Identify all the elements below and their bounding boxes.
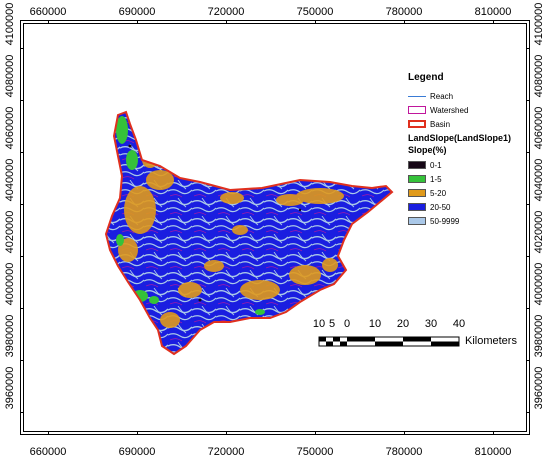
x-tick-label-bottom: 750000	[296, 446, 334, 458]
legend-item-label: Watershed	[430, 105, 469, 115]
tick-mark	[20, 100, 24, 101]
scale-labels: 10 5 0 10 20 30 40	[312, 318, 465, 332]
tick-mark	[48, 20, 49, 24]
tick-mark	[20, 308, 24, 309]
map-frame	[20, 20, 530, 435]
class-swatch	[408, 175, 426, 183]
map-inner-frame	[23, 23, 527, 432]
tick-mark	[526, 308, 530, 309]
tick-mark	[137, 20, 138, 24]
scale-unit: Kilometers	[465, 335, 517, 347]
tick-mark	[526, 100, 530, 101]
scale-bar: 10 5 0 10 20 30 40 Kilometers	[312, 318, 517, 350]
x-tick-label-bottom: 660000	[29, 446, 67, 458]
raster-field: Slope(%)	[408, 145, 447, 155]
class-label: 0-1	[430, 160, 442, 170]
scale-tick-label: 10	[368, 318, 382, 330]
legend-class: 0-1	[408, 158, 513, 172]
class-swatch	[408, 189, 426, 197]
x-tick-label-top: 750000	[296, 6, 334, 18]
x-tick-label-bottom: 690000	[118, 446, 156, 458]
scale-tick-label: 0	[343, 318, 351, 330]
tick-mark	[48, 431, 49, 435]
x-tick-label-bottom: 810000	[474, 446, 512, 458]
tick-mark	[20, 412, 24, 413]
legend-item-label: Basin	[430, 119, 451, 129]
legend: Legend Reach Watershed Basin LandSlope(L…	[408, 72, 513, 228]
scale-tick-label: 5	[328, 318, 336, 330]
tick-mark	[315, 431, 316, 435]
tick-mark	[226, 431, 227, 435]
legend-class: 50-9999	[408, 214, 513, 228]
x-tick-label-top: 690000	[118, 6, 156, 18]
tick-mark	[404, 431, 405, 435]
class-label: 5-20	[430, 188, 447, 198]
tick-mark	[526, 412, 530, 413]
tick-mark	[315, 20, 316, 24]
class-swatch	[408, 203, 426, 211]
x-tick-label-top: 780000	[385, 6, 423, 18]
tick-mark	[404, 20, 405, 24]
tick-mark	[20, 152, 24, 153]
tick-mark	[526, 360, 530, 361]
tick-mark	[526, 48, 530, 49]
scale-bar-graphic	[318, 336, 460, 347]
legend-class: 1-5	[408, 172, 513, 186]
watershed-box-symbol	[408, 106, 426, 114]
class-label: 50-9999	[430, 216, 460, 226]
x-tick-label-top: 660000	[29, 6, 67, 18]
tick-mark	[20, 256, 24, 257]
class-label: 20-50	[430, 202, 451, 212]
scale-tick-label: 40	[452, 318, 466, 330]
legend-item-watershed: Watershed	[408, 103, 513, 117]
tick-mark	[226, 20, 227, 24]
reach-line-symbol	[408, 95, 426, 97]
class-label: 1-5	[430, 174, 442, 184]
tick-mark	[493, 431, 494, 435]
tick-mark	[526, 152, 530, 153]
legend-class: 20-50	[408, 200, 513, 214]
tick-mark	[493, 20, 494, 24]
tick-mark	[20, 48, 24, 49]
tick-mark	[526, 204, 530, 205]
scale-tick-label: 30	[424, 318, 438, 330]
x-tick-label-bottom: 720000	[207, 446, 245, 458]
x-tick-label-top: 810000	[474, 6, 512, 18]
class-swatch	[408, 217, 426, 225]
tick-mark	[137, 431, 138, 435]
class-swatch	[408, 161, 426, 169]
legend-item-label: Reach	[430, 91, 454, 101]
legend-item-basin: Basin	[408, 117, 513, 131]
basin-box-symbol	[408, 120, 426, 128]
tick-mark	[20, 360, 24, 361]
tick-mark	[20, 204, 24, 205]
tick-mark	[526, 256, 530, 257]
x-tick-label-bottom: 780000	[385, 446, 423, 458]
scale-tick-label: 20	[396, 318, 410, 330]
legend-item-reach: Reach	[408, 89, 513, 103]
scale-tick-label: 10	[312, 318, 326, 330]
basin-outline	[104, 110, 394, 356]
legend-title: Legend	[408, 72, 444, 83]
x-tick-label-top: 720000	[207, 6, 245, 18]
legend-class: 5-20	[408, 186, 513, 200]
raster-name: LandSlope(LandSlope1)	[408, 133, 512, 143]
